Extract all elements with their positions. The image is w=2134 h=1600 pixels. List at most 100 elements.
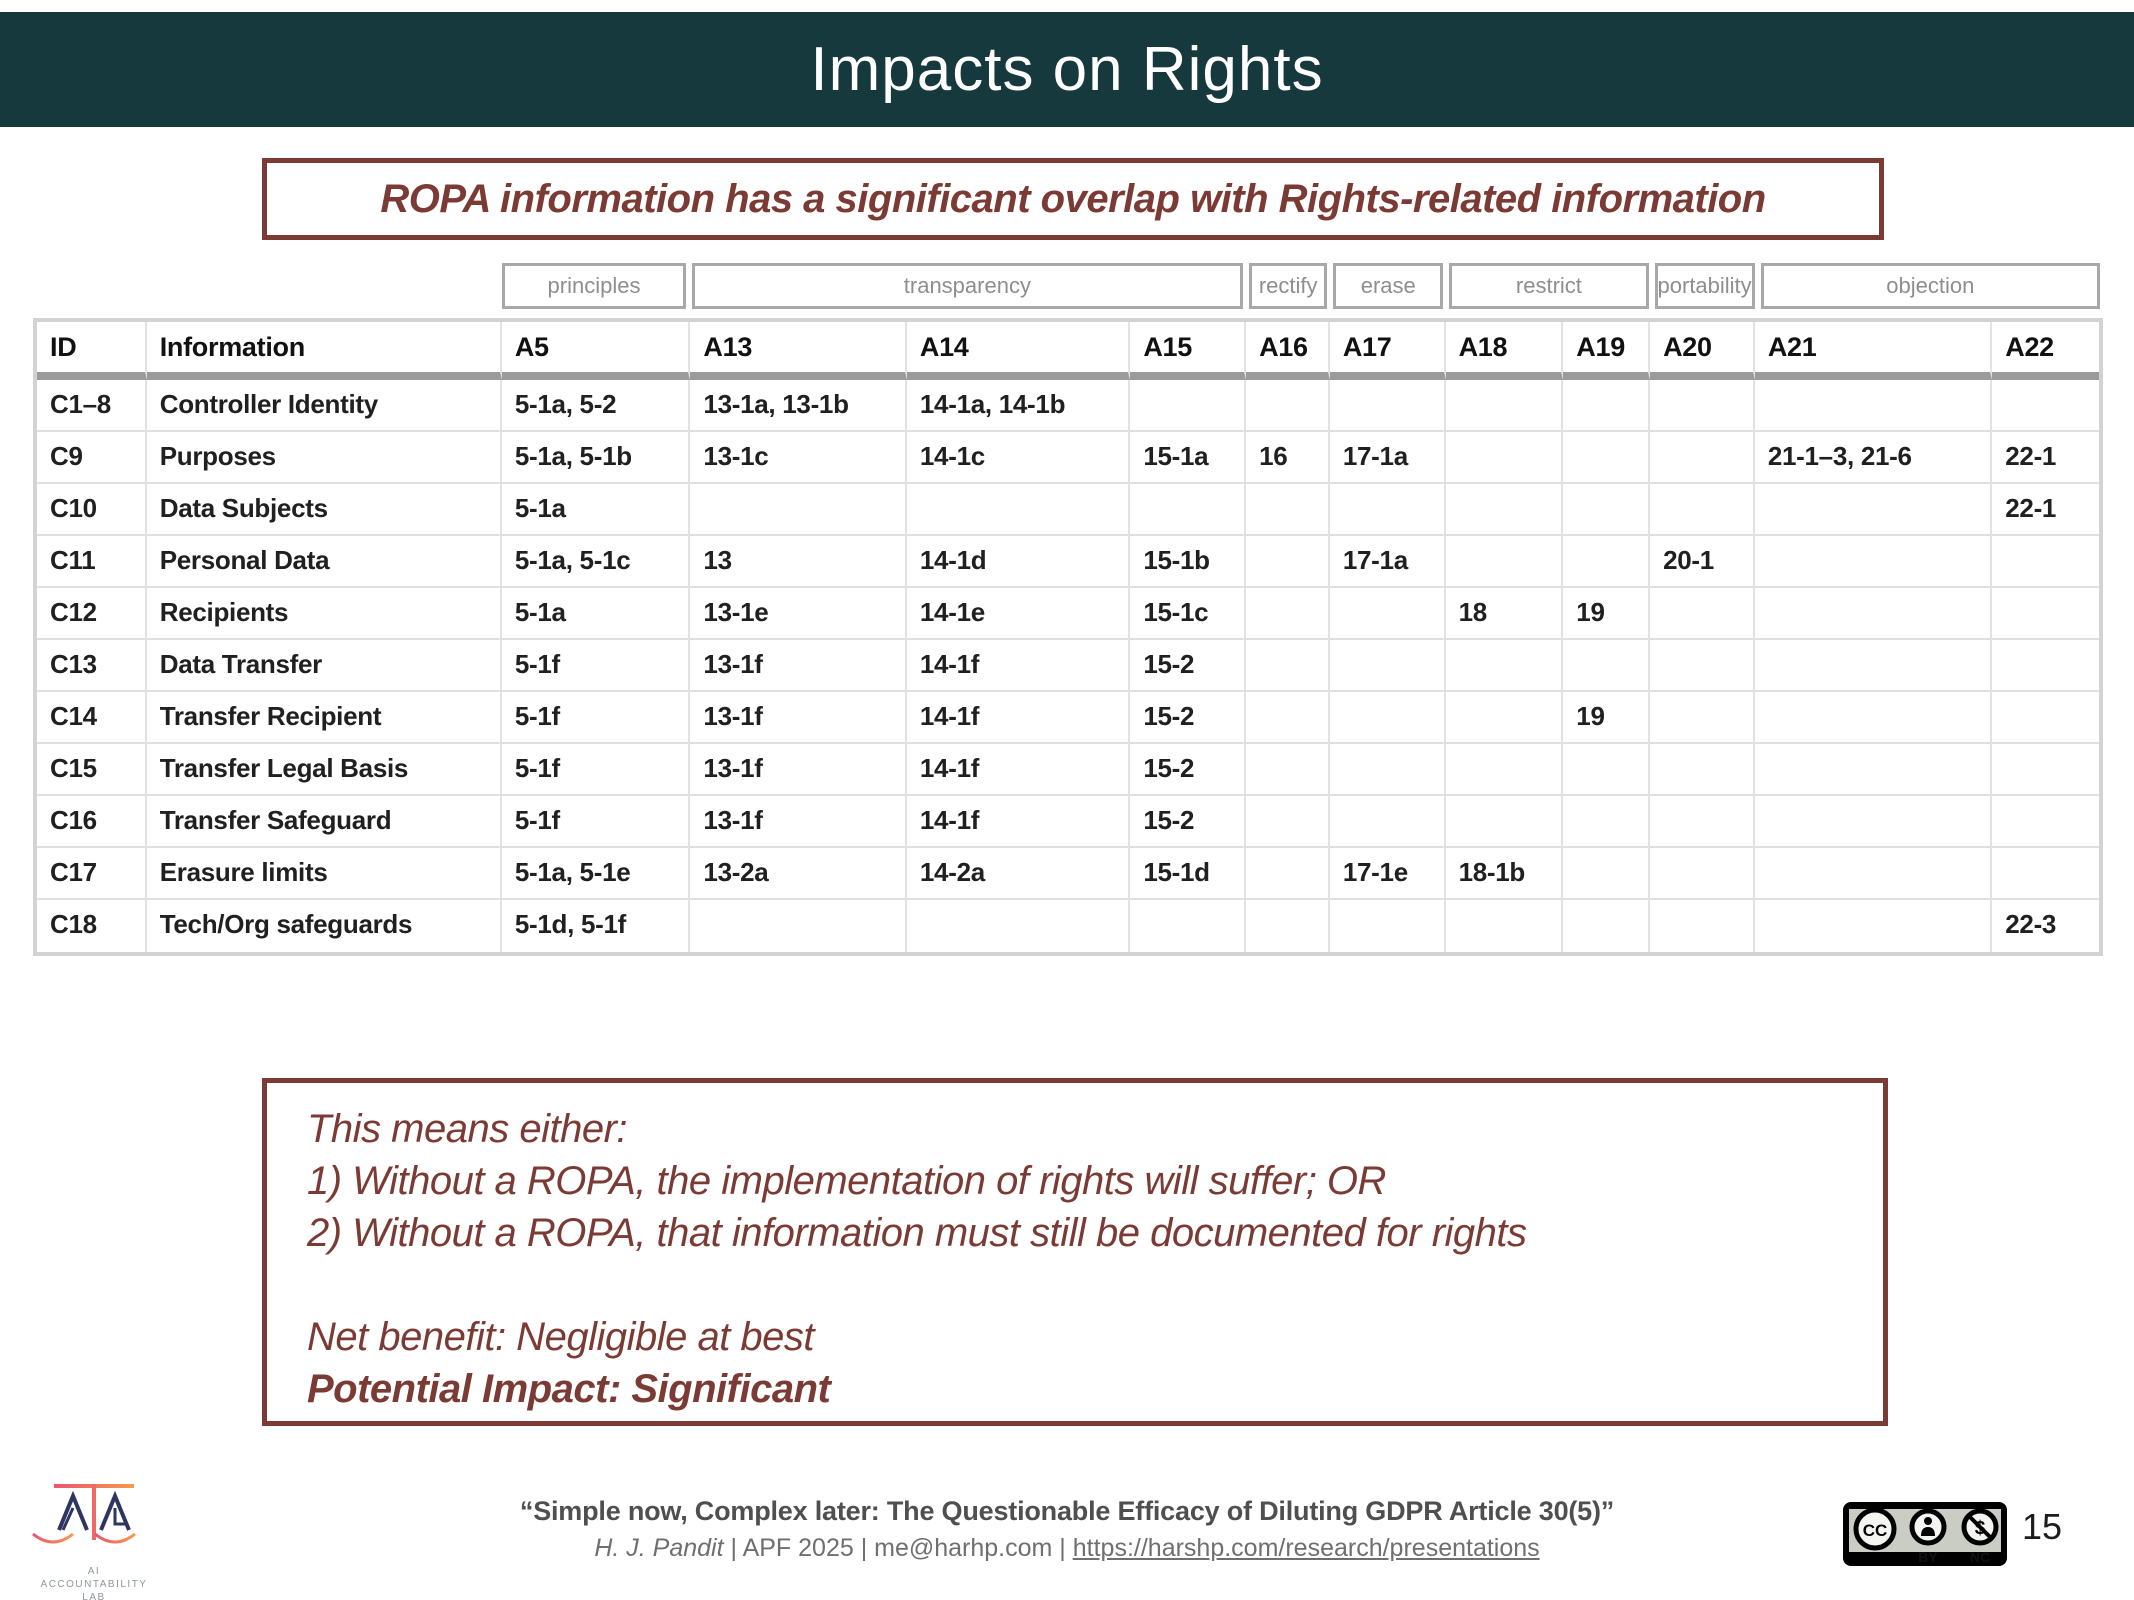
table-cell [1329,484,1446,536]
table-cell [1754,796,1993,848]
table-cell: 17-1e [1329,848,1446,900]
table-cell [1246,380,1330,432]
table-cell [1246,692,1330,744]
table-cell: 5-1a, 5-1b [501,432,691,484]
table-cell [1563,484,1651,536]
row-information-cell: Recipients [146,588,502,640]
conclusion-line: Net benefit: Negligible at best [307,1315,815,1359]
table-cell [1445,744,1564,796]
table-cell [1563,536,1651,588]
table-cell: 13-1f [690,744,907,796]
footer-citation: “Simple now, Complex later: The Question… [0,1496,2134,1563]
table-cell [907,900,1131,952]
row-id-cell: C13 [37,640,147,692]
table-cell [1445,484,1564,536]
table-cell: 15-2 [1130,744,1247,796]
row-id-cell: C9 [37,432,147,484]
table-cell [1992,692,2099,744]
table-cell: 17-1a [1329,432,1446,484]
table-cell [1754,380,1993,432]
table-cell: 15-2 [1130,640,1247,692]
rights-table: ID Information A5 A13 A14 A15 A16 A17 A18 A19 A20 A… [33,318,2103,956]
row-id-cell: C14 [37,692,147,744]
table-cell: 15-1b [1130,536,1247,588]
by-label: BY [1918,1549,1938,1565]
table-cell [1246,796,1330,848]
table-cell: 5-1a [501,588,691,640]
table-cell: 17-1a [1329,536,1446,588]
table-cell: 13-1f [690,796,907,848]
table-cell: 22-1 [1992,484,2099,536]
table-cell [1650,744,1755,796]
table-cell [1446,900,1564,952]
table-cell [1445,640,1564,692]
table-cell [1992,744,2099,796]
citation-title: “Simple now, Complex later: The Question… [519,1496,1615,1526]
table-cell: 5-1a, 5-2 [501,380,691,432]
table-cell [1992,380,2099,432]
table-cell [1246,848,1330,900]
cc-by-nc-license-badge: CC $ BY NC [1843,1502,2007,1566]
table-cell [1246,900,1330,952]
table-cell [1330,900,1446,952]
column-header-id: ID [37,322,147,380]
row-id-cell: C17 [37,848,147,900]
table-cell [1992,588,2099,640]
citation-meta: | APF 2025 | me@harhp.com | [723,1534,1073,1562]
row-information-cell: Data Transfer [146,640,502,692]
cc-by-nc-icon: CC $ BY NC [1843,1502,2007,1566]
table-cell: 15-2 [1130,692,1247,744]
group-header-principles: principles [502,263,686,309]
table-cell [1329,796,1446,848]
conclusion-line: Potential Impact: Significant [307,1367,831,1411]
row-id-cell: C15 [37,744,147,796]
table-cell [1650,484,1755,536]
citation-author: H. J. Pandit [594,1534,724,1562]
table-cell [1754,536,1993,588]
table-cell [1992,848,2099,900]
table-cell [1130,484,1247,536]
rights-table-area: principles transparency rectify erase restri… [33,263,2103,956]
table-cell: 13-2a [690,848,907,900]
table-cell [1246,536,1330,588]
table-cell [906,484,1131,536]
table-cell [1650,380,1755,432]
table-cell [1445,380,1564,432]
table-cell [1650,588,1755,640]
table-cell: 5-1d, 5-1f [502,900,691,952]
table-cell: 5-1a, 5-1c [501,536,691,588]
conclusion-box: This means either: 1) Without a ROPA, the… [262,1078,1888,1426]
table-cell [1563,640,1651,692]
column-header-a18: A18 [1445,322,1564,380]
row-id-cell: C1–8 [37,380,147,432]
row-id-cell: C16 [37,796,147,848]
table-cell: 15-2 [1130,796,1247,848]
table-cell [1563,848,1651,900]
ai-accountability-lab-logo: AI ACCOUNTABILITY LAB [28,1478,160,1600]
group-header-erase: erase [1333,263,1444,309]
column-header-a17: A17 [1329,322,1446,380]
table-cell [1992,640,2099,692]
table-cell: 14-1f [906,744,1131,796]
table-cell [1563,900,1651,952]
logo-line-2: ACCOUNTABILITY [40,1579,148,1590]
row-id-cell: C10 [37,484,147,536]
table-cell [1992,536,2099,588]
table-cell [1650,692,1755,744]
table-cell: 21-1–3, 21-6 [1754,432,1993,484]
highlight-box: ROPA information has a significant overl… [262,158,1884,240]
conclusion-line [307,1259,1843,1311]
table-cell: 14-2a [906,848,1131,900]
citation-credits: H. J. Pandit | APF 2025 | me@harhp.com |… [0,1534,2134,1563]
column-header-a20: A20 [1650,322,1755,380]
group-header-transparency: transparency [691,263,1244,309]
table-cell: 14-1f [906,796,1131,848]
presentations-link[interactable]: https://harshp.com/research/presentation… [1072,1534,1540,1562]
table-cell: 5-1f [501,744,691,796]
group-header-rectify: rectify [1249,263,1328,309]
table-cell: 18-1b [1445,848,1564,900]
table-cell [1329,692,1446,744]
table-cell: 13-1c [690,432,907,484]
conclusion-line: 2) Without a ROPA, that information must… [307,1211,1527,1255]
table-cell [1650,432,1755,484]
